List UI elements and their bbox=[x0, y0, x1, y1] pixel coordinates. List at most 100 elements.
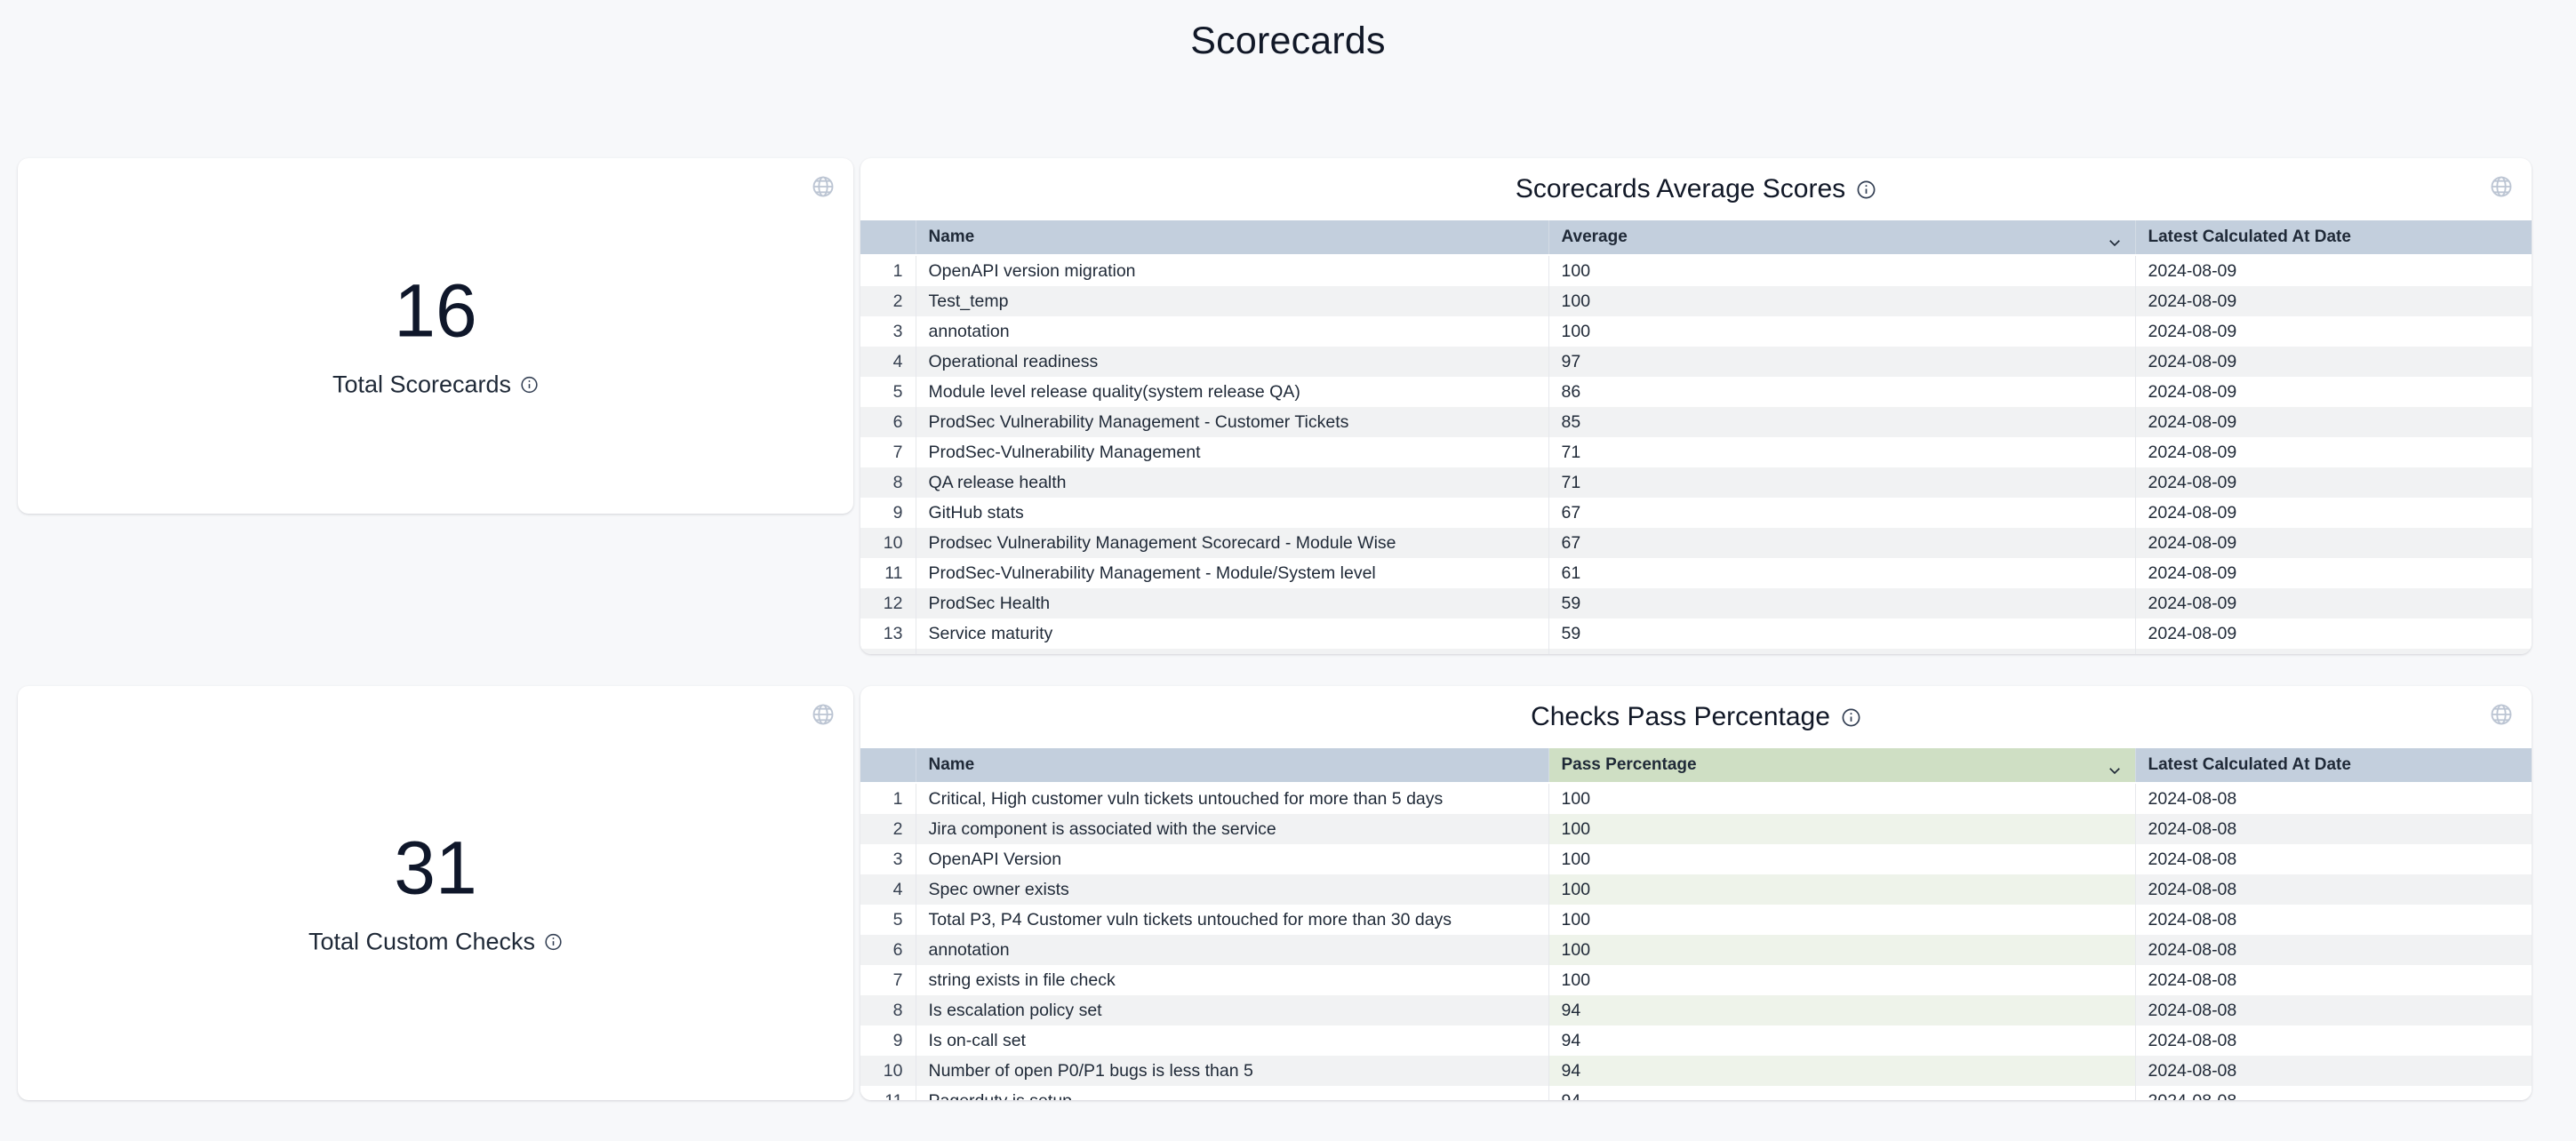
table-row[interactable]: 5 Total P3, P4 Customer vuln tickets unto… bbox=[860, 905, 2532, 935]
cell-metric: 94 bbox=[1548, 995, 2136, 1025]
info-icon[interactable] bbox=[544, 933, 563, 952]
cell-date: 2024-08-09 bbox=[2135, 618, 2532, 649]
table-header: Name Average Latest Calculated At Date bbox=[860, 220, 2532, 255]
table-title: Scorecards Average Scores bbox=[860, 158, 2532, 220]
globe-icon[interactable] bbox=[811, 174, 836, 199]
cell-date: 2024-08-08 bbox=[2135, 874, 2532, 905]
cell-date: 2024-08-08 bbox=[2135, 995, 2532, 1025]
kpi-card-total-custom-checks: 31 Total Custom Checks bbox=[18, 686, 853, 1100]
cell-metric: 97 bbox=[1548, 347, 2136, 377]
cell-name: Critical, High customer vuln tickets unt… bbox=[916, 783, 1549, 814]
cell-metric: 86 bbox=[1548, 377, 2136, 407]
kpi-label-row: Total Custom Checks bbox=[18, 929, 853, 956]
table-row[interactable]: 10 Number of open P0/P1 bugs is less than… bbox=[860, 1056, 2532, 1086]
cell-date: 2024-08-08 bbox=[2135, 814, 2532, 844]
cell-metric: 67 bbox=[1548, 498, 2136, 528]
table-row[interactable]: 3 OpenAPI Version 100 2024-08-08 bbox=[860, 844, 2532, 874]
cell-index: 12 bbox=[860, 588, 916, 618]
kpi-label: Total Custom Checks bbox=[308, 928, 536, 955]
cell-index: 3 bbox=[860, 844, 916, 874]
cell-metric: 100 bbox=[1548, 935, 2136, 965]
column-header-average-label: Average bbox=[1561, 227, 1628, 246]
cell-date: 2024-08-08 bbox=[2135, 905, 2532, 935]
table-row[interactable]: 7 ProdSec-Vulnerability Management 71 2024-… bbox=[860, 437, 2532, 467]
table-row[interactable]: 14Jira stats582024-08-09 bbox=[860, 649, 2532, 654]
cell-date: 2024-08-08 bbox=[2135, 1086, 2532, 1100]
table-row[interactable]: 11Pagerduty is setup942024-08-08 bbox=[860, 1086, 2532, 1100]
globe-icon[interactable] bbox=[2489, 702, 2514, 727]
cell-metric: 94 bbox=[1548, 1086, 2136, 1100]
cell-index: 5 bbox=[860, 905, 916, 935]
cell-metric: 100 bbox=[1548, 814, 2136, 844]
table-row[interactable]: 8 QA release health 71 2024-08-09 bbox=[860, 467, 2532, 498]
cell-date: 2024-08-08 bbox=[2135, 1056, 2532, 1086]
cell-date: 2024-08-08 bbox=[2135, 965, 2532, 995]
table-title: Checks Pass Percentage bbox=[860, 686, 2532, 748]
cell-date: 2024-08-09 bbox=[2135, 407, 2532, 437]
globe-icon[interactable] bbox=[811, 702, 836, 727]
cell-name: OpenAPI Version bbox=[916, 844, 1549, 874]
cell-name: Prodsec Vulnerability Management Scoreca… bbox=[916, 528, 1549, 558]
kpi-content: 31 Total Custom Checks bbox=[18, 831, 853, 956]
table-row[interactable]: 5 Module level release quality(system rel… bbox=[860, 377, 2532, 407]
cell-name: Is escalation policy set bbox=[916, 995, 1549, 1025]
cell-name: Service maturity bbox=[916, 618, 1549, 649]
info-icon[interactable] bbox=[1841, 707, 1861, 728]
table-row[interactable]: 1 OpenAPI version migration 100 2024-08-09 bbox=[860, 255, 2532, 286]
table-scroll-area[interactable]: Name Average Latest Calculated At Date bbox=[860, 220, 2532, 654]
column-header-pass-percentage[interactable]: Pass Percentage bbox=[1548, 748, 2136, 783]
cell-name: Test_temp bbox=[916, 286, 1549, 316]
column-header-average[interactable]: Average bbox=[1548, 220, 2136, 255]
cell-index: 6 bbox=[860, 935, 916, 965]
cell-name: annotation bbox=[916, 316, 1549, 347]
table-row[interactable]: 2 Test_temp 100 2024-08-09 bbox=[860, 286, 2532, 316]
cell-name: QA release health bbox=[916, 467, 1549, 498]
table-row[interactable]: 4 Operational readiness 97 2024-08-09 bbox=[860, 347, 2532, 377]
cell-name: OpenAPI version migration bbox=[916, 255, 1549, 286]
cell-metric: 71 bbox=[1548, 467, 2136, 498]
table-row[interactable]: 6 annotation 100 2024-08-08 bbox=[860, 935, 2532, 965]
table-row[interactable]: 8 Is escalation policy set 94 2024-08-08 bbox=[860, 995, 2532, 1025]
cell-metric: 59 bbox=[1548, 618, 2136, 649]
table-row[interactable]: 13 Service maturity 59 2024-08-09 bbox=[860, 618, 2532, 649]
cell-index: 7 bbox=[860, 437, 916, 467]
table-scroll-area[interactable]: Name Pass Percentage Latest Calculated A… bbox=[860, 748, 2532, 1100]
table-row[interactable]: 6 ProdSec Vulnerability Management - Cust… bbox=[860, 407, 2532, 437]
cell-date: 2024-08-09 bbox=[2135, 347, 2532, 377]
table-row[interactable]: 9 Is on-call set 94 2024-08-08 bbox=[860, 1025, 2532, 1056]
table-row[interactable]: 4 Spec owner exists 100 2024-08-08 bbox=[860, 874, 2532, 905]
column-header-name[interactable]: Name bbox=[916, 748, 1549, 783]
cell-index: 1 bbox=[860, 255, 916, 286]
chevron-down-icon[interactable] bbox=[2107, 229, 2123, 247]
table-row[interactable]: 1 Critical, High customer vuln tickets un… bbox=[860, 783, 2532, 814]
chevron-down-icon[interactable] bbox=[2107, 757, 2123, 775]
column-header-name[interactable]: Name bbox=[916, 220, 1549, 255]
table-header: Name Pass Percentage Latest Calculated A… bbox=[860, 748, 2532, 783]
cell-metric: 100 bbox=[1548, 965, 2136, 995]
globe-icon[interactable] bbox=[2489, 174, 2514, 199]
cell-index: 3 bbox=[860, 316, 916, 347]
cell-index: 14 bbox=[860, 649, 916, 654]
column-header-latest-calculated-at-date[interactable]: Latest Calculated At Date bbox=[2135, 748, 2532, 783]
table-row[interactable]: 11 ProdSec-Vulnerability Management - Mod… bbox=[860, 558, 2532, 588]
cell-index: 9 bbox=[860, 498, 916, 528]
cell-index: 2 bbox=[860, 814, 916, 844]
table-row[interactable]: 7 string exists in file check 100 2024-08-0… bbox=[860, 965, 2532, 995]
cell-name: GitHub stats bbox=[916, 498, 1549, 528]
table-body: 1 Critical, High customer vuln tickets un… bbox=[860, 783, 2532, 1100]
header-row: Name Average Latest Calculated At Date bbox=[860, 220, 2532, 255]
kpi-label: Total Scorecards bbox=[332, 371, 512, 398]
table-row[interactable]: 10 Prodsec Vulnerability Management Score… bbox=[860, 528, 2532, 558]
cell-index: 6 bbox=[860, 407, 916, 437]
column-header-latest-calculated-at-date[interactable]: Latest Calculated At Date bbox=[2135, 220, 2532, 255]
cell-name: Total P3, P4 Customer vuln tickets untou… bbox=[916, 905, 1549, 935]
cell-name: Is on-call set bbox=[916, 1025, 1549, 1056]
info-icon[interactable] bbox=[520, 376, 539, 395]
info-icon[interactable] bbox=[1856, 180, 1876, 200]
cell-metric: 100 bbox=[1548, 874, 2136, 905]
table-row[interactable]: 12 ProdSec Health 59 2024-08-09 bbox=[860, 588, 2532, 618]
table-row[interactable]: 2 Jira component is associated with the s… bbox=[860, 814, 2532, 844]
table-row[interactable]: 9 GitHub stats 67 2024-08-09 bbox=[860, 498, 2532, 528]
table-row[interactable]: 3 annotation 100 2024-08-09 bbox=[860, 316, 2532, 347]
cell-index: 8 bbox=[860, 467, 916, 498]
